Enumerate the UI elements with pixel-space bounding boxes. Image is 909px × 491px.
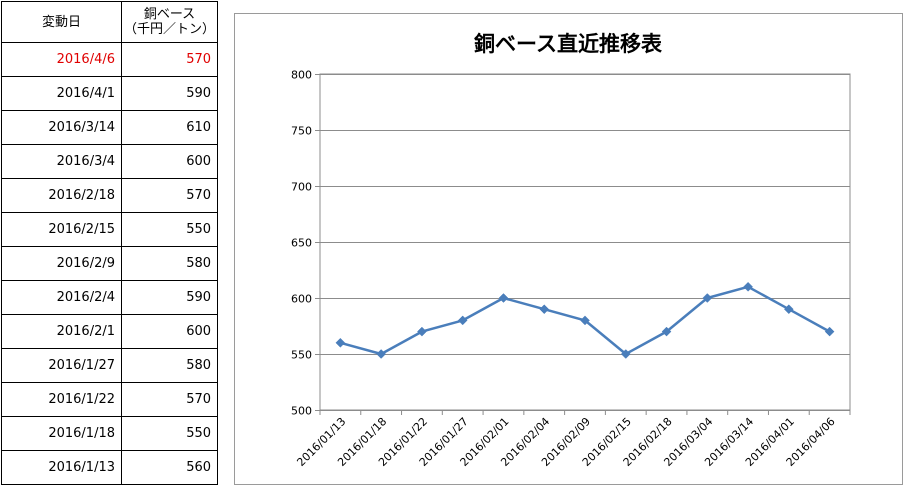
row-price: 570 <box>120 42 219 77</box>
row-date: 2016/2/18 <box>1 178 122 213</box>
table-row: 2016/2/9 580 <box>1 246 219 281</box>
row-date: 2016/4/1 <box>1 76 122 111</box>
data-point-marker <box>661 326 672 337</box>
table-row: 2016/1/13 560 <box>1 450 219 485</box>
table-row: 2016/2/18 570 <box>1 178 219 213</box>
table-header-row: 変動日 銅ベース （千円／トン） <box>1 1 219 43</box>
row-price: 550 <box>120 416 219 451</box>
copper-rate-table: 変動日 銅ベース （千円／トン） 2016/4/6 570 2016/4/1 590 2… <box>1 1 219 485</box>
data-point-marker <box>783 304 794 315</box>
row-price: 550 <box>120 212 219 247</box>
data-point-marker <box>743 281 753 292</box>
data-point-marker <box>457 315 468 326</box>
y-tick-label: 750 <box>291 125 312 138</box>
data-point-marker <box>702 293 713 303</box>
table-row: 2016/1/18 550 <box>1 416 219 451</box>
row-price: 600 <box>120 314 219 349</box>
row-price: 580 <box>120 348 219 383</box>
data-point-marker <box>620 349 631 359</box>
row-date: 2016/3/4 <box>1 144 122 179</box>
table-row: 2016/3/14 610 <box>1 110 219 145</box>
y-tick-label: 650 <box>291 237 312 250</box>
table-row: 2016/2/15 550 <box>1 212 219 247</box>
y-tick-label: 700 <box>291 181 312 194</box>
row-date: 2016/4/6 <box>1 42 122 77</box>
data-point-marker <box>498 293 509 303</box>
data-point-marker <box>417 326 427 337</box>
table-row: 2016/4/1 590 <box>1 76 219 111</box>
row-date: 2016/1/18 <box>1 416 122 451</box>
row-price: 590 <box>120 280 219 315</box>
table-row: 2016/3/4 600 <box>1 144 219 179</box>
data-point-marker <box>580 315 590 326</box>
row-date: 2016/2/4 <box>1 280 122 315</box>
row-date: 2016/1/27 <box>1 348 122 383</box>
y-tick-label: 550 <box>291 349 312 362</box>
header-date: 変動日 <box>1 1 122 43</box>
table-row: 2016/2/1 600 <box>1 314 219 349</box>
row-date: 2016/3/14 <box>1 110 122 145</box>
data-point-marker <box>824 326 835 337</box>
header-price-line2: （千円／トン） <box>124 22 216 37</box>
row-price: 570 <box>120 178 219 213</box>
row-date: 2016/1/22 <box>1 382 122 417</box>
y-tick-label: 800 <box>291 69 312 82</box>
row-price: 570 <box>120 382 219 417</box>
table-row: 2016/4/6 570 <box>1 42 219 77</box>
data-point-marker <box>376 349 387 359</box>
row-date: 2016/2/1 <box>1 314 122 349</box>
row-price: 600 <box>120 144 219 179</box>
row-date: 2016/2/9 <box>1 246 122 281</box>
data-point-marker <box>539 304 550 315</box>
header-price-line1: 銅ベース <box>143 7 196 22</box>
row-price: 560 <box>120 450 219 485</box>
row-price: 610 <box>120 110 219 145</box>
header-price: 銅ベース （千円／トン） <box>120 1 219 43</box>
table-row: 2016/2/4 590 <box>1 280 219 315</box>
table-row: 2016/1/22 570 <box>1 382 219 417</box>
y-tick-label: 600 <box>291 293 312 306</box>
row-date: 2016/2/15 <box>1 212 122 247</box>
row-price: 590 <box>120 76 219 111</box>
y-tick-label: 500 <box>291 405 312 418</box>
chart-frame: 銅ベース直近推移表 500 550 600 650 700 750 800 2016/01/… <box>234 13 903 485</box>
table-row: 2016/1/27 580 <box>1 348 219 383</box>
row-price: 580 <box>120 246 219 281</box>
data-point-marker <box>335 337 346 348</box>
row-date: 2016/1/13 <box>1 450 122 485</box>
chart-title: 銅ベース直近推移表 <box>474 32 663 56</box>
